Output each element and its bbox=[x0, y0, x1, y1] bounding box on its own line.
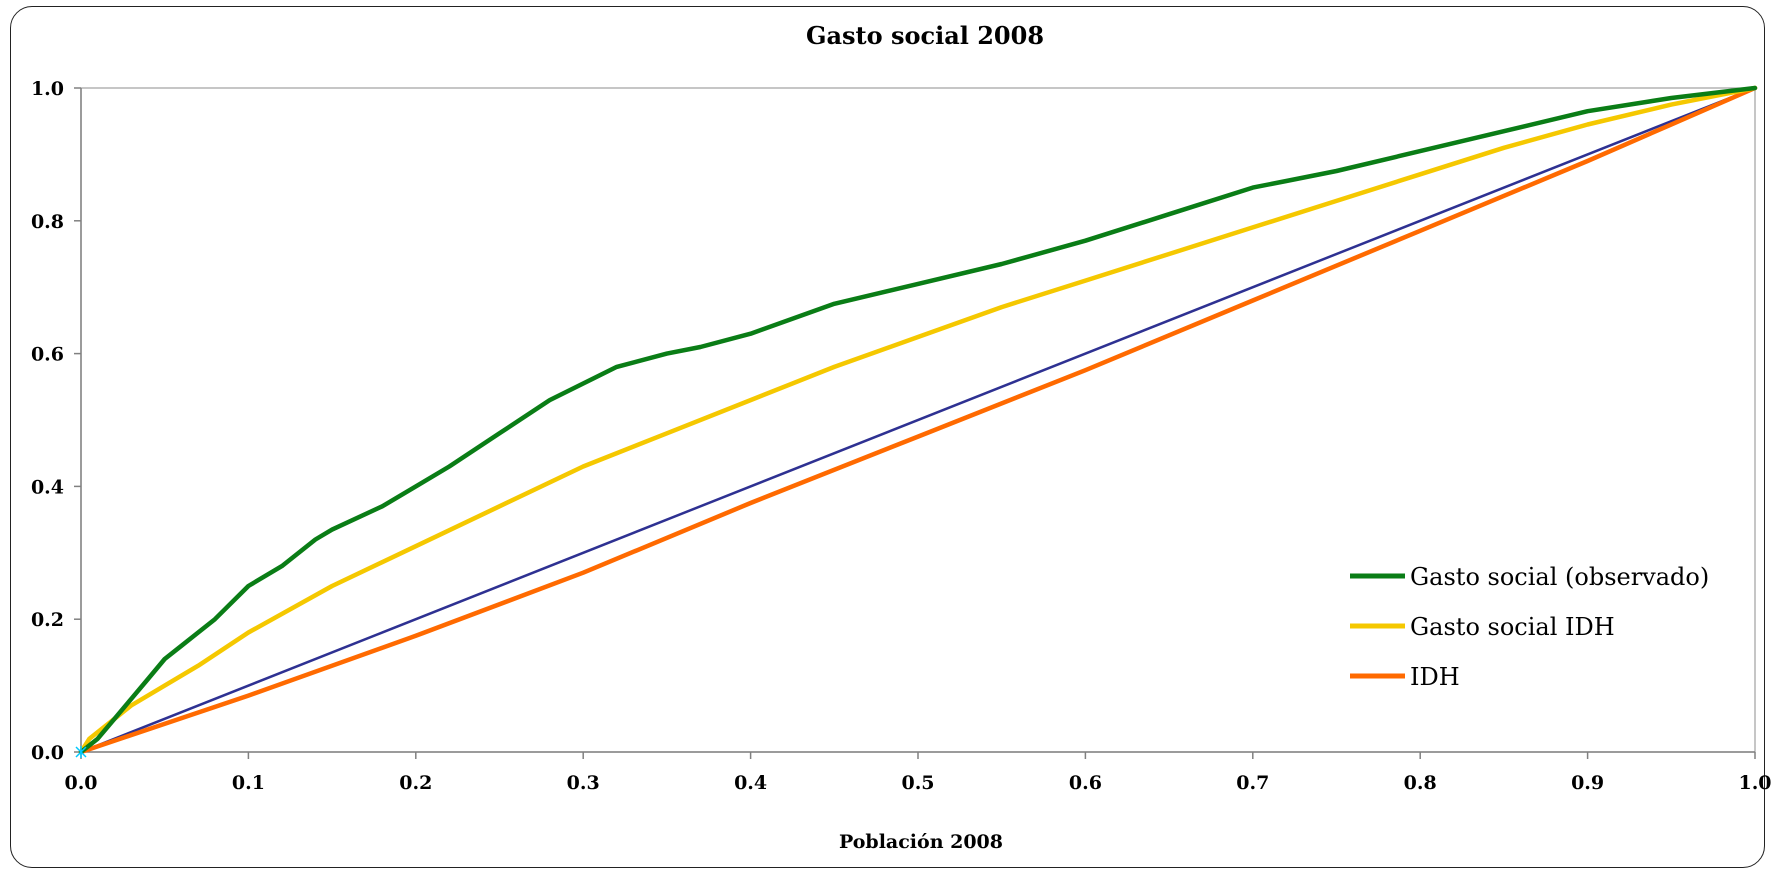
series-line-gasto-social-idh bbox=[78, 85, 1758, 755]
legend: Gasto social (observado) Gasto social IDH… bbox=[1350, 563, 1709, 691]
x-axis-title: Población 2008 bbox=[839, 831, 1003, 853]
series-line-idh bbox=[78, 85, 1758, 755]
legend-label: Gasto social (observado) bbox=[1410, 563, 1709, 591]
x-tick-label: 0.7 bbox=[1236, 772, 1269, 794]
x-tick-label: 0.4 bbox=[734, 772, 767, 794]
legend-label: Gasto social IDH bbox=[1410, 613, 1615, 641]
x-tick-label: 0.1 bbox=[232, 772, 265, 794]
x-tick-label: 0.9 bbox=[1571, 772, 1604, 794]
x-tick-label: 0.5 bbox=[901, 772, 934, 794]
y-tick-label: 0.6 bbox=[31, 344, 64, 366]
x-tick-label: 0.2 bbox=[399, 772, 432, 794]
series-line-diagonal bbox=[79, 86, 1757, 754]
x-tick-label: 1.0 bbox=[1738, 772, 1771, 794]
y-tick-label: 0.4 bbox=[31, 476, 64, 498]
y-tick-label: 1.0 bbox=[31, 78, 64, 100]
x-tick-label: 0.3 bbox=[567, 772, 600, 794]
y-tick-label: 0.2 bbox=[31, 609, 64, 631]
chart-title: Gasto social 2008 bbox=[806, 21, 1044, 50]
x-tick-label: 0.8 bbox=[1404, 772, 1437, 794]
series-line-gasto-social-observado bbox=[78, 85, 1758, 755]
origin-marker bbox=[75, 746, 87, 758]
y-tick-label: 0.0 bbox=[31, 742, 64, 764]
series-layer bbox=[75, 85, 1758, 758]
axes: 0.0 0.1 0.2 0.3 0.4 0.5 0.6 0.7 0.8 0.9 1.0 0.0 0.2 0… bbox=[31, 78, 1772, 794]
x-tick-label: 0.6 bbox=[1069, 772, 1102, 794]
chart-frame bbox=[10, 6, 1765, 868]
legend-label: IDH bbox=[1410, 663, 1460, 691]
y-tick-label: 0.8 bbox=[31, 211, 64, 233]
x-tick-label: 0.0 bbox=[64, 772, 97, 794]
